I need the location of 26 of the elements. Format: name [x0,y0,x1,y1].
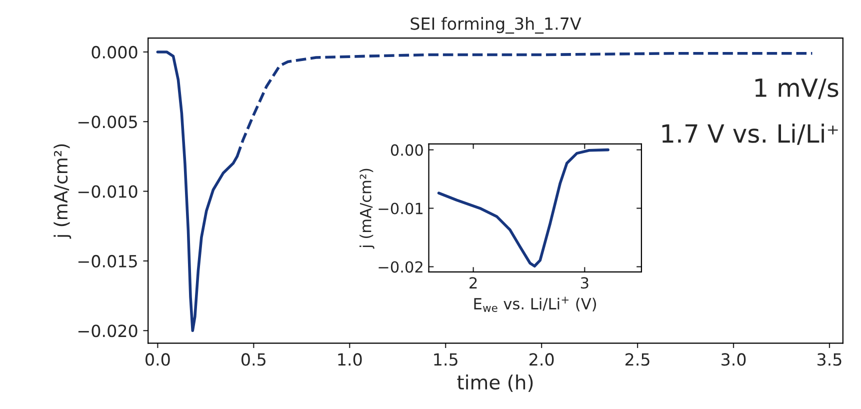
chart-title: SEI forming_3h_1.7V [410,17,582,34]
y-tick-label: −0.015 [78,254,137,268]
annotation: 1 mV/s [755,78,838,100]
x-tick-label: 2 [470,277,477,288]
annotation: 1.7 V vs. Li/Li⁺ [662,124,838,145]
x-tick-label: 0.5 [242,353,266,366]
y-tick-label: −0.005 [78,116,137,128]
y-axis-title: j (mA/cm²) [54,144,72,239]
x-axis-title: time (h) [457,374,533,392]
x-tick-label: 3.5 [818,353,842,366]
y-axis-title: j (mA/cm²) [360,168,374,249]
y-tick-label: 0.00 [390,144,423,156]
x-tick-label: 3.0 [722,353,746,366]
x-axis-title: E$_{we}$ vs. Li/Li$^{+}$ (V) [474,296,596,312]
y-tick-label: 0.000 [92,46,138,59]
x-tick-label: 3 [580,277,588,289]
x-tick-label: 0.0 [146,353,170,366]
y-tick-label: −0.010 [78,185,138,198]
y-tick-label: −0.01 [378,202,423,214]
x-tick-label: 1.0 [338,353,362,366]
y-tick-label: −0.02 [378,261,422,273]
y-tick-label: −0.020 [78,324,138,338]
x-tick-label: 2.0 [530,353,554,366]
line-series [437,148,610,268]
x-tick-label: 2.5 [626,353,650,366]
x-tick-label: 1.5 [434,353,458,366]
